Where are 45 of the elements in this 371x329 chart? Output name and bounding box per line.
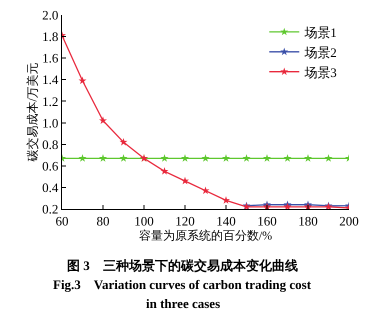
y-tick-label: 1.4 bbox=[42, 72, 59, 88]
y-tick-label: 1.6 bbox=[42, 50, 59, 66]
y-tick-label: 1.8 bbox=[42, 29, 58, 44]
y-tick-label: 2.0 bbox=[42, 8, 58, 23]
caption: Fig.3 Variation curves of carbon trading cost bbox=[53, 277, 312, 292]
point bbox=[78, 154, 86, 162]
y-tick-label: 1.2 bbox=[42, 94, 58, 109]
x-tick-label: 200 bbox=[339, 214, 359, 229]
y-tick-label: 0.6 bbox=[42, 158, 59, 174]
point bbox=[120, 154, 128, 162]
x-tick-label: 80 bbox=[96, 214, 110, 229]
point bbox=[120, 138, 128, 146]
point bbox=[222, 196, 230, 204]
point bbox=[263, 154, 271, 162]
legend-label: 场景3 bbox=[303, 64, 337, 80]
text: in three cases bbox=[146, 296, 220, 311]
y-axis-title: 碳交易成本/万美元 bbox=[25, 62, 40, 163]
y-tick-label: 0.8 bbox=[42, 136, 58, 152]
point bbox=[202, 186, 210, 194]
x-tick-label: 60 bbox=[56, 214, 68, 229]
x-tick-label: 100 bbox=[134, 214, 154, 229]
point bbox=[99, 154, 107, 162]
x-tick-label: 140 bbox=[216, 214, 236, 229]
point bbox=[78, 76, 86, 84]
legend-label: 场景2 bbox=[303, 44, 337, 60]
x-tick-label: 120 bbox=[175, 214, 195, 229]
point bbox=[99, 116, 107, 124]
x-tick-label: 180 bbox=[298, 214, 318, 229]
point bbox=[304, 154, 312, 162]
point bbox=[181, 154, 189, 162]
y-tick-label: 1.0 bbox=[42, 115, 58, 130]
point bbox=[160, 154, 168, 162]
point bbox=[160, 167, 168, 175]
point bbox=[202, 154, 210, 162]
legend-label: 场景1 bbox=[303, 24, 337, 40]
y-tick-label: 0.4 bbox=[42, 180, 59, 195]
caption: 图 3 三种场景下的碳交易成本变化曲线 bbox=[67, 258, 298, 273]
point bbox=[324, 154, 332, 162]
y-tick-label: 0.2 bbox=[42, 202, 58, 217]
point bbox=[181, 176, 189, 184]
point bbox=[222, 154, 230, 162]
point bbox=[284, 154, 292, 162]
x-tick-label: 160 bbox=[257, 214, 277, 229]
point bbox=[242, 154, 250, 162]
x-axis-title: 容量为原系统的百分数/% bbox=[138, 228, 272, 243]
